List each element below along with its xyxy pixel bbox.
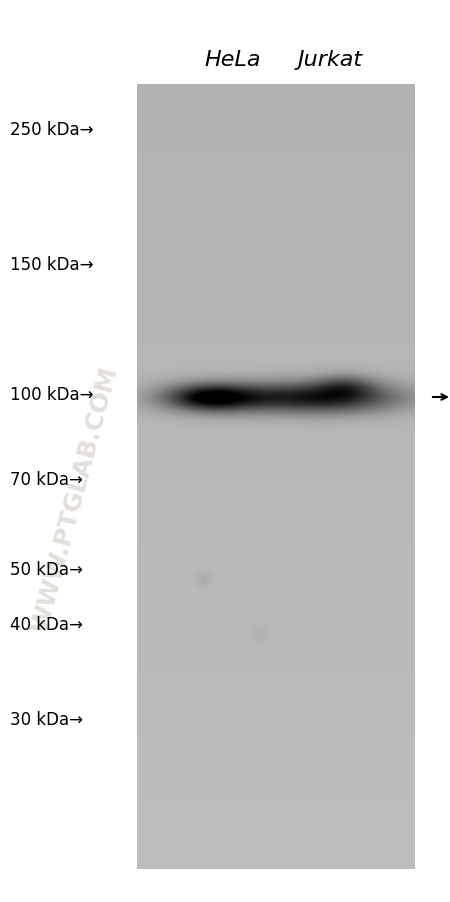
Text: 250 kDa→: 250 kDa→ (10, 121, 94, 139)
Text: 100 kDa→: 100 kDa→ (10, 385, 94, 403)
Text: 30 kDa→: 30 kDa→ (10, 710, 83, 728)
Text: Jurkat: Jurkat (297, 50, 363, 70)
Text: 50 kDa→: 50 kDa→ (10, 560, 83, 578)
Text: 150 kDa→: 150 kDa→ (10, 255, 94, 273)
Text: HeLa: HeLa (205, 50, 261, 70)
Text: 70 kDa→: 70 kDa→ (10, 471, 83, 489)
Text: 40 kDa→: 40 kDa→ (10, 615, 83, 633)
Text: WWW.PTGLAB.COM: WWW.PTGLAB.COM (28, 364, 122, 635)
